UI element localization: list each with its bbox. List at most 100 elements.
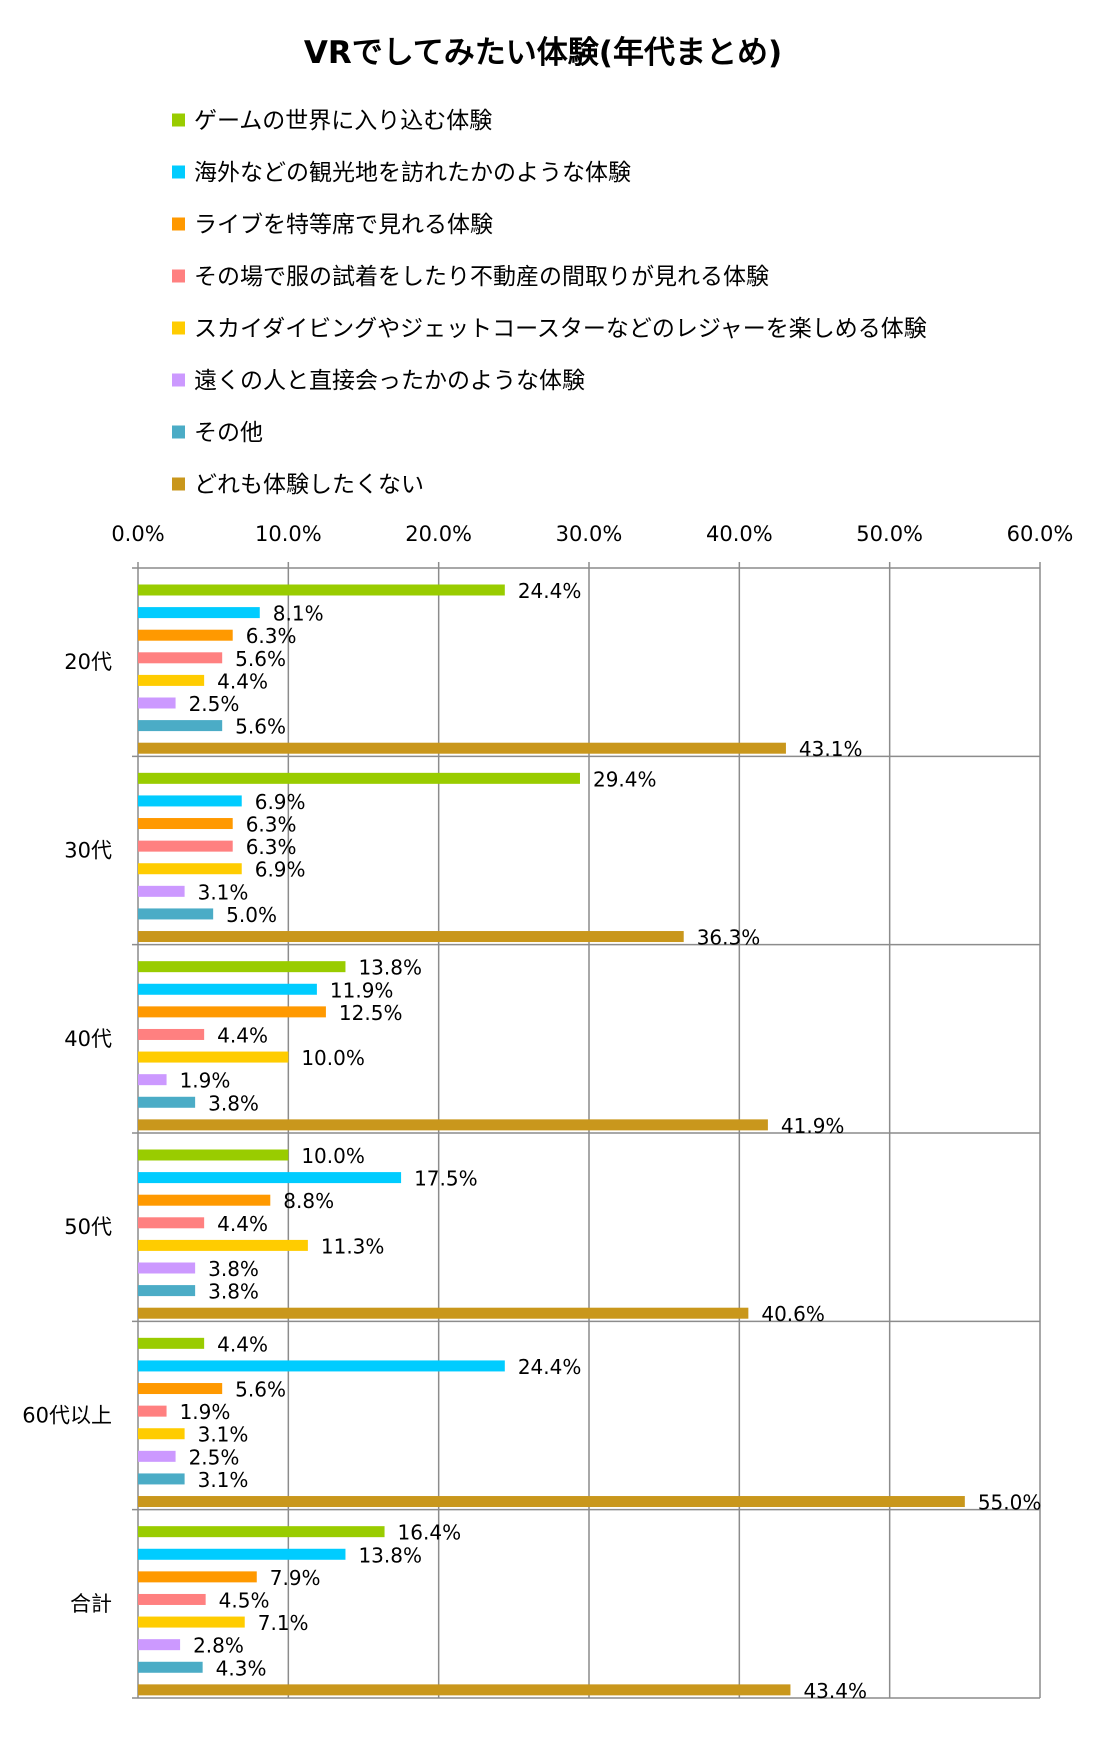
legend-swatch — [172, 217, 185, 231]
bar — [138, 795, 242, 807]
bar — [138, 1149, 289, 1161]
legend-swatch — [172, 113, 185, 127]
data-label: 4.3% — [216, 1656, 267, 1680]
data-label: 3.1% — [198, 1423, 249, 1447]
x-axis-ticks: 0.0% 10.0% 20.0% 30.0% 40.0% 50.0% 60.0% — [111, 522, 1073, 546]
bar — [138, 1051, 289, 1063]
data-label: 11.9% — [330, 978, 394, 1002]
bar — [138, 584, 505, 596]
data-label: 55.0% — [978, 1491, 1042, 1515]
data-label: 4.4% — [217, 1212, 268, 1236]
x-tick-label: 40.0% — [706, 522, 773, 546]
data-label: 11.3% — [321, 1234, 385, 1258]
bar — [138, 629, 233, 641]
bar — [138, 1028, 205, 1040]
x-tick-label: 60.0% — [1007, 522, 1074, 546]
bar — [138, 1684, 791, 1696]
bar — [138, 772, 580, 784]
category-label: 合計 — [70, 1592, 112, 1616]
bar — [138, 1307, 749, 1319]
data-label: 4.4% — [217, 1023, 268, 1047]
bar — [138, 983, 317, 995]
data-label: 12.5% — [339, 1001, 403, 1025]
x-tick-label: 20.0% — [405, 522, 472, 546]
legend-swatch — [172, 321, 185, 335]
bar — [138, 1194, 271, 1206]
data-label: 3.1% — [198, 1468, 249, 1492]
data-label: 24.4% — [518, 1355, 582, 1379]
bar — [138, 1616, 245, 1628]
data-label: 5.0% — [226, 903, 277, 927]
legend-label: ライブを特等席で見れる体験 — [194, 212, 493, 238]
bar — [138, 1548, 346, 1560]
category-label: 40代 — [64, 1027, 112, 1051]
data-label: 41.9% — [781, 1114, 845, 1138]
data-label: 24.4% — [518, 579, 582, 603]
legend-label: その他 — [194, 420, 263, 446]
data-label: 2.5% — [189, 692, 240, 716]
data-label: 7.9% — [270, 1566, 321, 1590]
bar — [138, 1526, 385, 1538]
bar — [138, 1496, 965, 1508]
data-label: 4.4% — [217, 1332, 268, 1356]
data-label: 4.4% — [217, 669, 268, 693]
data-label: 43.4% — [803, 1679, 867, 1703]
data-label: 1.9% — [180, 1069, 231, 1093]
chart-grid — [132, 562, 1041, 1699]
bar — [138, 720, 223, 732]
bar — [138, 674, 205, 686]
bar — [138, 840, 233, 852]
data-label: 29.4% — [593, 767, 657, 791]
x-tick-label: 10.0% — [255, 522, 322, 546]
category-label: 20代 — [64, 650, 112, 674]
bar — [138, 1428, 185, 1440]
legend-label: 海外などの観光地を訪れたかのような体験 — [194, 160, 631, 186]
data-label: 6.3% — [246, 813, 297, 837]
data-label: 10.0% — [301, 1046, 365, 1070]
x-tick-label: 50.0% — [856, 522, 923, 546]
bar — [138, 742, 786, 754]
bar — [138, 1262, 196, 1274]
bar — [138, 1383, 223, 1395]
bar — [138, 908, 214, 920]
legend-swatch — [172, 425, 185, 439]
bar — [138, 1450, 176, 1462]
bars — [138, 584, 965, 1696]
legend-swatch — [172, 477, 185, 491]
data-label: 36.3% — [697, 926, 761, 950]
bar — [138, 1360, 505, 1372]
bar — [138, 931, 684, 943]
bar — [138, 1661, 203, 1673]
data-label: 3.1% — [198, 880, 249, 904]
category-label: 60代以上 — [22, 1404, 112, 1428]
data-label: 3.8% — [208, 1257, 259, 1281]
bar — [138, 1473, 185, 1485]
legend-swatch — [172, 373, 185, 387]
data-label: 13.8% — [358, 956, 422, 980]
data-label: 43.1% — [799, 737, 863, 761]
bar — [138, 1096, 196, 1108]
legend-label: その場で服の試着をしたり不動産の間取りが見れる体験 — [194, 264, 769, 290]
bar — [138, 1571, 257, 1583]
data-label: 5.6% — [235, 715, 286, 739]
x-tick-label: 0.0% — [111, 522, 164, 546]
category-label: 30代 — [64, 839, 112, 863]
bar — [138, 1639, 181, 1651]
bar — [138, 1593, 206, 1605]
data-label: 6.3% — [246, 624, 297, 648]
data-label: 3.8% — [208, 1280, 259, 1304]
data-label: 5.6% — [235, 647, 286, 671]
legend-label: ゲームの世界に入り込む体験 — [194, 108, 492, 134]
bar — [138, 1172, 402, 1184]
bar — [138, 818, 233, 830]
bar — [138, 1285, 196, 1297]
data-label: 8.1% — [273, 602, 324, 626]
category-label: 50代 — [64, 1215, 112, 1239]
data-label: 5.6% — [235, 1378, 286, 1402]
data-label: 2.8% — [193, 1634, 244, 1658]
bar — [138, 607, 260, 619]
bar — [138, 1405, 167, 1417]
bar — [138, 697, 176, 709]
